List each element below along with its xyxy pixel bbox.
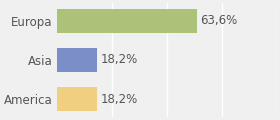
Text: 18,2%: 18,2%: [100, 54, 137, 66]
Bar: [57, 87, 97, 111]
Text: 18,2%: 18,2%: [100, 93, 137, 106]
Text: 63,6%: 63,6%: [200, 14, 237, 27]
Bar: [57, 9, 197, 33]
Bar: [57, 48, 97, 72]
